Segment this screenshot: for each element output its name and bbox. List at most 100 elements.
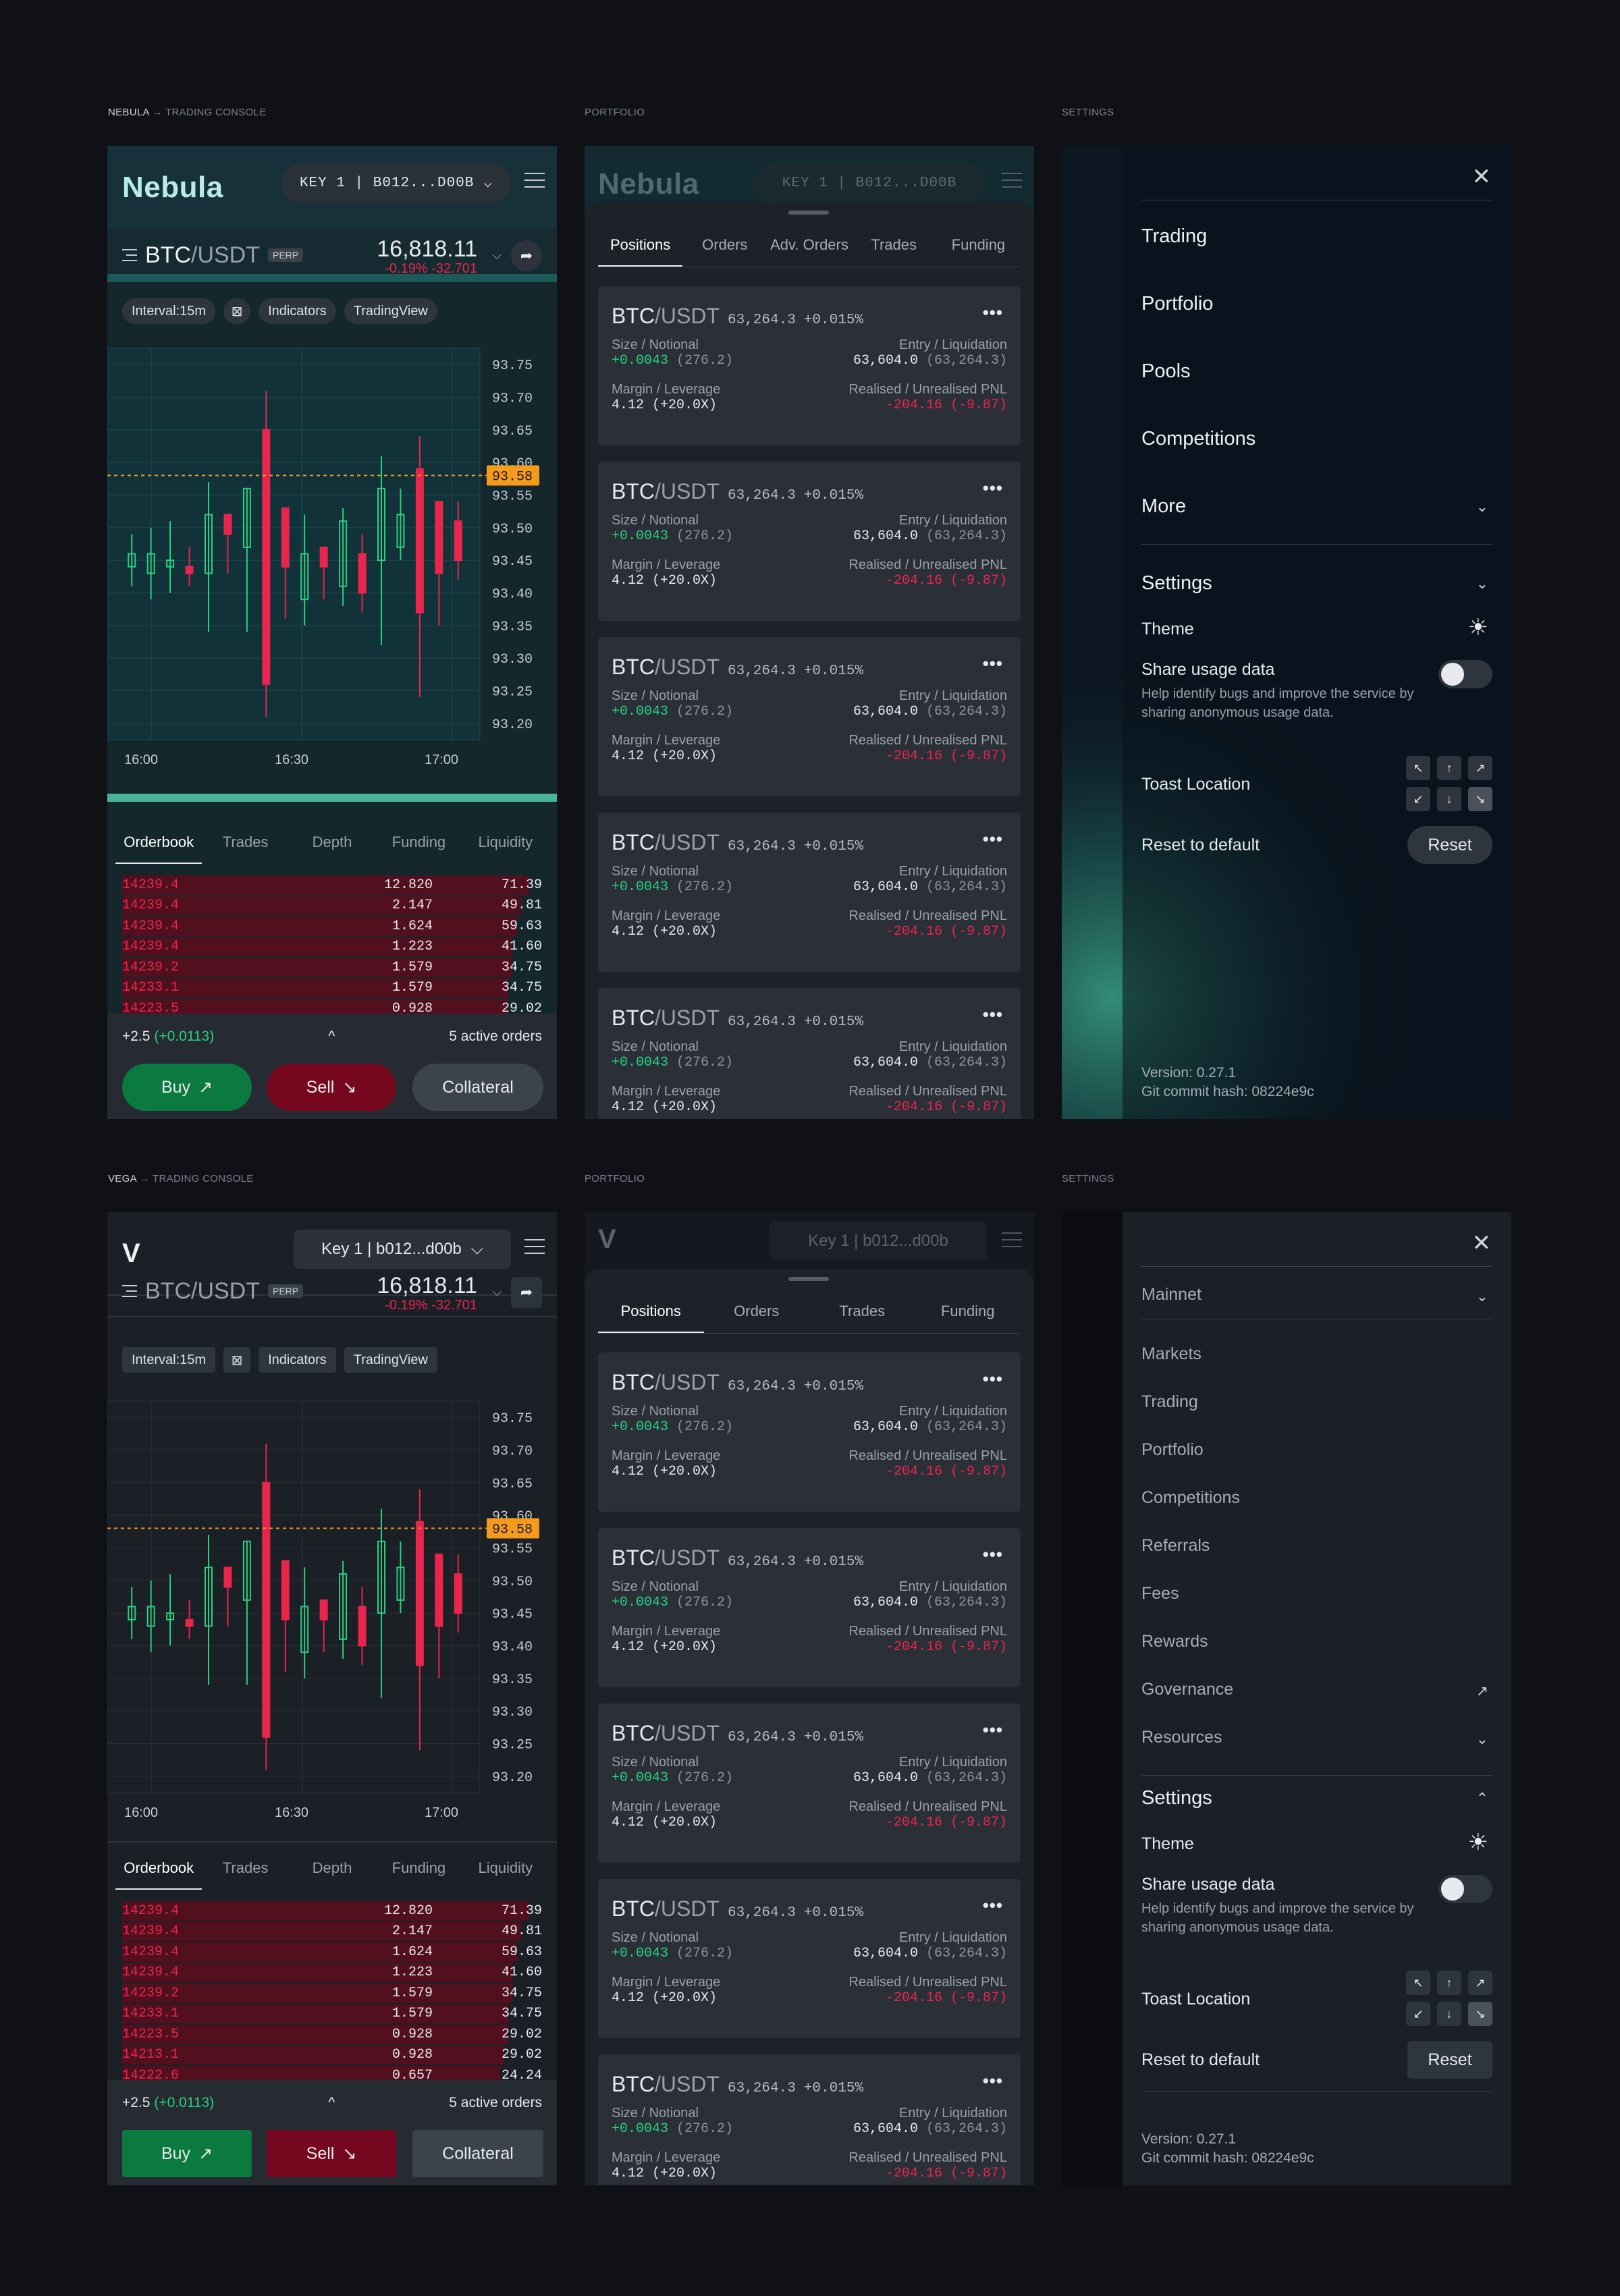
expand-caret-icon[interactable]: ^ bbox=[328, 2095, 335, 2110]
toast-position-icon[interactable]: ↓ bbox=[1437, 2002, 1461, 2026]
tab-funding[interactable]: Funding bbox=[940, 1303, 995, 1319]
position-card[interactable]: BTC/USDT 63,264.3 +0.015% ••• Size / Notiona… bbox=[598, 1528, 1021, 1687]
interval-button[interactable]: Interval:15m bbox=[122, 1347, 216, 1373]
orderbook-row[interactable]: 14239.4 1.223 41.60 bbox=[122, 1963, 542, 1984]
tab-trades[interactable]: Trades bbox=[222, 833, 269, 850]
tab-orders[interactable]: Orders bbox=[702, 236, 748, 253]
tab-trades[interactable]: Trades bbox=[839, 1303, 886, 1319]
tab-trades[interactable]: Trades bbox=[222, 1859, 269, 1876]
nav-item-governance[interactable]: Governance ↗ bbox=[1141, 1680, 1488, 1699]
orderbook-row[interactable]: 14239.4 2.147 49.81 bbox=[122, 896, 542, 917]
tab-positions[interactable]: Positions bbox=[598, 223, 683, 267]
active-orders[interactable]: 5 active orders bbox=[449, 2095, 542, 2110]
orderbook-row[interactable]: 14239.4 1.624 59.63 bbox=[122, 916, 542, 937]
more-options-icon[interactable]: ••• bbox=[982, 1895, 1003, 1915]
nav-item-competitions[interactable]: Competitions bbox=[1141, 428, 1256, 449]
more-options-icon[interactable]: ••• bbox=[982, 2071, 1003, 2091]
share-usage-toggle[interactable] bbox=[1438, 660, 1492, 688]
active-orders[interactable]: 5 active orders bbox=[449, 1029, 542, 1044]
more-options-icon[interactable]: ••• bbox=[982, 653, 1003, 674]
tab-positions[interactable]: Positions bbox=[598, 1289, 704, 1333]
studies-icon[interactable]: ⊠ bbox=[223, 1347, 251, 1373]
orderbook-row[interactable]: 14223.5 0.928 29.02 bbox=[122, 998, 542, 1014]
toast-position-icon[interactable]: ↗ bbox=[1468, 1971, 1492, 1995]
nav-item-portfolio[interactable]: Portfolio bbox=[1141, 293, 1214, 315]
orderbook-row[interactable]: 14239.4 12.820 71.39 bbox=[122, 1901, 542, 1921]
settings-section-toggle[interactable]: Settings ⌄ bbox=[1141, 572, 1488, 594]
market-list-icon[interactable] bbox=[122, 1285, 137, 1297]
orderbook-row[interactable]: 14222.6 0.657 24.24 bbox=[122, 2065, 542, 2083]
orderbook-row[interactable]: 14233.1 1.579 34.75 bbox=[122, 978, 542, 999]
toast-position-icon[interactable]: ↙ bbox=[1406, 787, 1430, 811]
tab-trades[interactable]: Trades bbox=[871, 236, 917, 253]
tab-depth[interactable]: Depth bbox=[312, 1859, 352, 1876]
tradingview-button[interactable]: TradingView bbox=[344, 1347, 437, 1373]
position-card[interactable]: BTC/USDT 63,264.3 +0.015% ••• Size / Notiona… bbox=[598, 1879, 1021, 2038]
position-card[interactable]: BTC/USDT 63,264.3 +0.015% ••• Size / Notiona… bbox=[598, 637, 1021, 796]
share-icon[interactable]: ➦ bbox=[511, 1277, 542, 1308]
collateral-button[interactable]: Collateral bbox=[412, 2130, 543, 2177]
theme-toggle-icon[interactable]: ☀ bbox=[1467, 615, 1488, 640]
candlestick-chart[interactable]: 93.7593.7093.6593.6093.5593.5093.4593.40… bbox=[107, 1388, 557, 1874]
nav-item-more[interactable]: More ⌄ bbox=[1141, 495, 1488, 517]
key-selector[interactable]: Key 1 | b012...d00b ⌵ bbox=[294, 1230, 511, 1269]
market-header[interactable]: BTC/USDT PERP 16,818.11 -0.19% -32.701 ⌵ … bbox=[107, 1266, 557, 1317]
expand-caret-icon[interactable]: ^ bbox=[328, 1029, 335, 1044]
orderbook-row[interactable]: 14223.5 0.928 29.02 bbox=[122, 2024, 542, 2045]
reset-button[interactable]: Reset bbox=[1407, 826, 1492, 864]
network-selector[interactable]: Mainnet ⌄ bbox=[1141, 1285, 1488, 1305]
theme-toggle-icon[interactable]: ☀ bbox=[1467, 1830, 1488, 1855]
position-card[interactable]: BTC/USDT 63,264.3 +0.015% ••• Size / Notiona… bbox=[598, 1703, 1021, 1863]
orderbook-row[interactable]: 14239.4 12.820 71.39 bbox=[122, 875, 542, 896]
key-selector[interactable]: KEY 1 | B012...D00B ⌵ bbox=[281, 163, 511, 202]
close-icon[interactable]: ✕ bbox=[1472, 1230, 1492, 1256]
share-icon[interactable]: ➦ bbox=[511, 240, 542, 271]
tab-orderbook[interactable]: Orderbook bbox=[115, 1847, 202, 1890]
tab-liquidity[interactable]: Liquidity bbox=[478, 1859, 533, 1876]
orderbook-row[interactable]: 14239.4 1.624 59.63 bbox=[122, 1942, 542, 1963]
menu-icon[interactable] bbox=[524, 173, 545, 188]
more-options-icon[interactable]: ••• bbox=[982, 829, 1003, 849]
toast-position-icon[interactable]: ↑ bbox=[1437, 756, 1461, 780]
orderbook-row[interactable]: 14233.1 1.579 34.75 bbox=[122, 2004, 542, 2025]
nav-item-fees[interactable]: Fees bbox=[1141, 1584, 1179, 1603]
settings-section-toggle[interactable]: Settings ⌃ bbox=[1141, 1787, 1488, 1809]
position-card[interactable]: BTC/USDT 63,264.3 +0.015% ••• Size / Notiona… bbox=[598, 988, 1021, 1119]
position-card[interactable]: BTC/USDT 63,264.3 +0.015% ••• Size / Notiona… bbox=[598, 462, 1021, 621]
tab-funding[interactable]: Funding bbox=[392, 833, 446, 850]
sheet-handle[interactable] bbox=[788, 1277, 829, 1281]
orderbook-row[interactable]: 14239.2 1.579 34.75 bbox=[122, 957, 542, 978]
orderbook-row[interactable]: 14239.4 1.223 41.60 bbox=[122, 937, 542, 958]
more-options-icon[interactable]: ••• bbox=[982, 1004, 1003, 1024]
nav-item-markets[interactable]: Markets bbox=[1141, 1344, 1202, 1363]
tradingview-button[interactable]: TradingView bbox=[344, 298, 437, 324]
more-options-icon[interactable]: ••• bbox=[982, 1544, 1003, 1564]
position-card[interactable]: BTC/USDT 63,264.3 +0.015% ••• Size / Notiona… bbox=[598, 2054, 1021, 2185]
position-card[interactable]: BTC/USDT 63,264.3 +0.015% ••• Size / Notiona… bbox=[598, 813, 1021, 972]
nav-item-trading[interactable]: Trading bbox=[1141, 1392, 1198, 1411]
tab-adv-orders[interactable]: Adv. Orders bbox=[770, 236, 848, 253]
nav-item-rewards[interactable]: Rewards bbox=[1141, 1632, 1208, 1651]
toast-position-icon[interactable]: ↑ bbox=[1437, 1971, 1461, 1995]
indicators-button[interactable]: Indicators bbox=[259, 1347, 336, 1373]
tab-depth[interactable]: Depth bbox=[312, 833, 352, 850]
market-list-icon[interactable] bbox=[122, 249, 137, 261]
reset-button[interactable]: Reset bbox=[1407, 2041, 1492, 2079]
collateral-button[interactable]: Collateral bbox=[412, 1064, 543, 1111]
nav-item-trading[interactable]: Trading bbox=[1141, 225, 1208, 247]
nav-item-resources[interactable]: Resources ⌄ bbox=[1141, 1728, 1488, 1747]
orderbook-row[interactable]: 14213.1 0.928 29.02 bbox=[122, 2045, 542, 2066]
more-options-icon[interactable]: ••• bbox=[982, 302, 1003, 323]
sell-button[interactable]: Sell ↘ bbox=[267, 1064, 396, 1111]
more-options-icon[interactable]: ••• bbox=[982, 1369, 1003, 1389]
position-card[interactable]: BTC/USDT 63,264.3 +0.015% ••• Size / Notiona… bbox=[598, 286, 1021, 445]
buy-button[interactable]: Buy ↗ bbox=[122, 1064, 252, 1111]
nav-item-competitions[interactable]: Competitions bbox=[1141, 1488, 1240, 1507]
tab-orderbook[interactable]: Orderbook bbox=[115, 821, 202, 864]
more-options-icon[interactable]: ••• bbox=[982, 478, 1003, 498]
menu-icon[interactable] bbox=[524, 1239, 545, 1254]
position-card[interactable]: BTC/USDT 63,264.3 +0.015% ••• Size / Notiona… bbox=[598, 1352, 1021, 1512]
buy-button[interactable]: Buy ↗ bbox=[122, 2130, 252, 2177]
close-icon[interactable]: ✕ bbox=[1472, 164, 1492, 190]
sheet-handle[interactable] bbox=[788, 211, 829, 215]
